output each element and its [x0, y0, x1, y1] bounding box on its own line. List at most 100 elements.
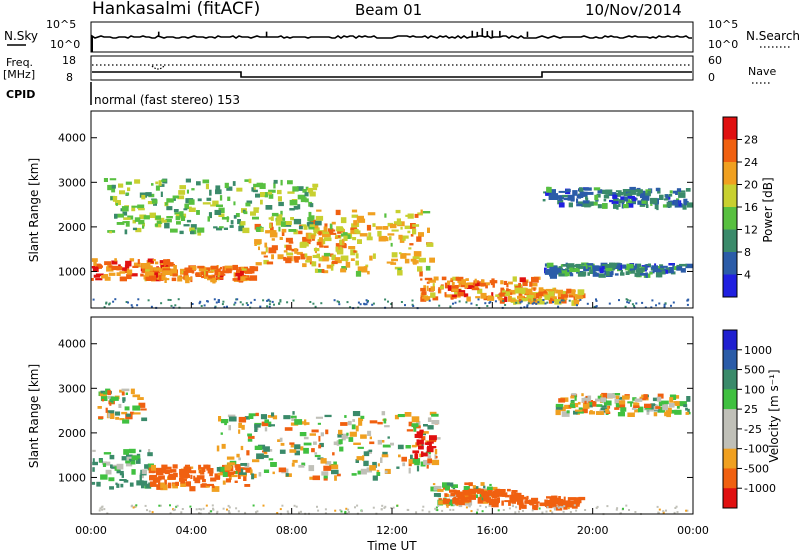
data-cell	[377, 463, 380, 467]
data-cell	[412, 256, 420, 260]
data-cell	[108, 303, 111, 306]
data-cell	[592, 268, 596, 275]
data-cell	[497, 509, 500, 512]
data-cell	[515, 301, 518, 304]
data-cell	[528, 499, 533, 505]
data-cell	[293, 206, 299, 210]
data-cell	[420, 287, 426, 292]
data-cell	[384, 425, 390, 428]
data-cell	[215, 301, 218, 304]
data-cell	[161, 219, 167, 223]
data-cell	[562, 194, 568, 198]
data-cell	[551, 495, 558, 501]
data-cell	[376, 472, 381, 476]
data-cell	[316, 241, 322, 246]
data-cell	[127, 187, 131, 192]
data-cell	[479, 282, 486, 287]
data-cell	[131, 273, 138, 277]
data-cell	[426, 281, 430, 284]
data-cell	[576, 304, 578, 307]
data-cell	[504, 494, 510, 498]
data-cell	[573, 267, 580, 273]
data-cell	[254, 427, 258, 432]
data-cell	[400, 226, 403, 230]
data-cell	[404, 304, 406, 307]
data-cell	[323, 252, 331, 257]
data-cell	[597, 204, 602, 209]
data-cell	[198, 267, 207, 272]
data-cell	[305, 186, 309, 191]
data-cell	[108, 272, 116, 276]
data-cell	[289, 442, 295, 445]
data-cell	[205, 183, 209, 190]
data-cell	[130, 304, 133, 307]
data-cell	[228, 475, 232, 480]
data-cell	[268, 458, 274, 461]
data-cell	[434, 449, 438, 455]
data-cell	[140, 408, 147, 411]
data-cell	[269, 230, 277, 233]
data-cell	[180, 216, 186, 221]
data-cell	[377, 230, 382, 237]
data-cell	[556, 268, 561, 272]
data-cell	[455, 491, 463, 495]
data-cell	[612, 393, 621, 396]
data-cell	[235, 213, 240, 218]
data-cell	[432, 296, 439, 301]
data-cell	[394, 266, 403, 270]
data-cell	[139, 474, 142, 481]
data-cell	[606, 406, 609, 412]
data-cell	[451, 282, 455, 286]
colorbar-segment	[723, 488, 737, 509]
data-cell	[351, 424, 356, 430]
data-cell	[463, 293, 469, 298]
data-cell	[468, 488, 477, 495]
data-cell	[327, 228, 334, 234]
data-cell	[430, 286, 435, 291]
data-cell	[347, 420, 352, 426]
data-cell	[224, 464, 231, 471]
data-cell	[312, 475, 320, 481]
data-cell	[633, 304, 635, 307]
data-cell	[301, 462, 306, 466]
data-cell	[557, 305, 560, 308]
data-cell	[112, 196, 118, 202]
data-cell	[663, 400, 669, 405]
data-cell	[148, 510, 151, 513]
data-cell	[568, 295, 577, 298]
data-cell	[614, 407, 620, 410]
data-cell	[563, 496, 566, 501]
data-cell	[136, 458, 141, 464]
data-cell	[381, 504, 384, 507]
data-cell	[620, 269, 623, 274]
data-cell	[243, 269, 250, 274]
data-cell	[316, 253, 320, 259]
data-cell	[302, 236, 307, 243]
data-cell	[340, 255, 349, 262]
data-cell	[596, 411, 604, 415]
freq-tick-top: 18	[62, 54, 76, 67]
data-cell	[268, 424, 275, 427]
data-cell	[509, 299, 517, 302]
data-cell	[356, 504, 359, 507]
data-cell	[641, 195, 650, 201]
data-cell	[630, 402, 633, 407]
data-cell	[181, 479, 187, 482]
data-cell	[518, 282, 521, 287]
data-cell	[285, 473, 289, 477]
data-cell	[294, 419, 303, 425]
noise-spikes	[91, 28, 529, 52]
data-cell	[294, 248, 298, 254]
data-cell	[323, 270, 329, 274]
data-cell	[549, 266, 557, 273]
data-cell	[672, 301, 675, 304]
data-cell	[175, 481, 179, 486]
data-cell	[533, 301, 536, 304]
data-cell	[278, 467, 287, 473]
data-cell	[444, 292, 447, 297]
data-cell	[290, 444, 294, 448]
data-cell	[207, 275, 215, 279]
data-cell	[303, 436, 309, 440]
data-cell	[109, 454, 115, 460]
data-cell	[269, 449, 273, 452]
